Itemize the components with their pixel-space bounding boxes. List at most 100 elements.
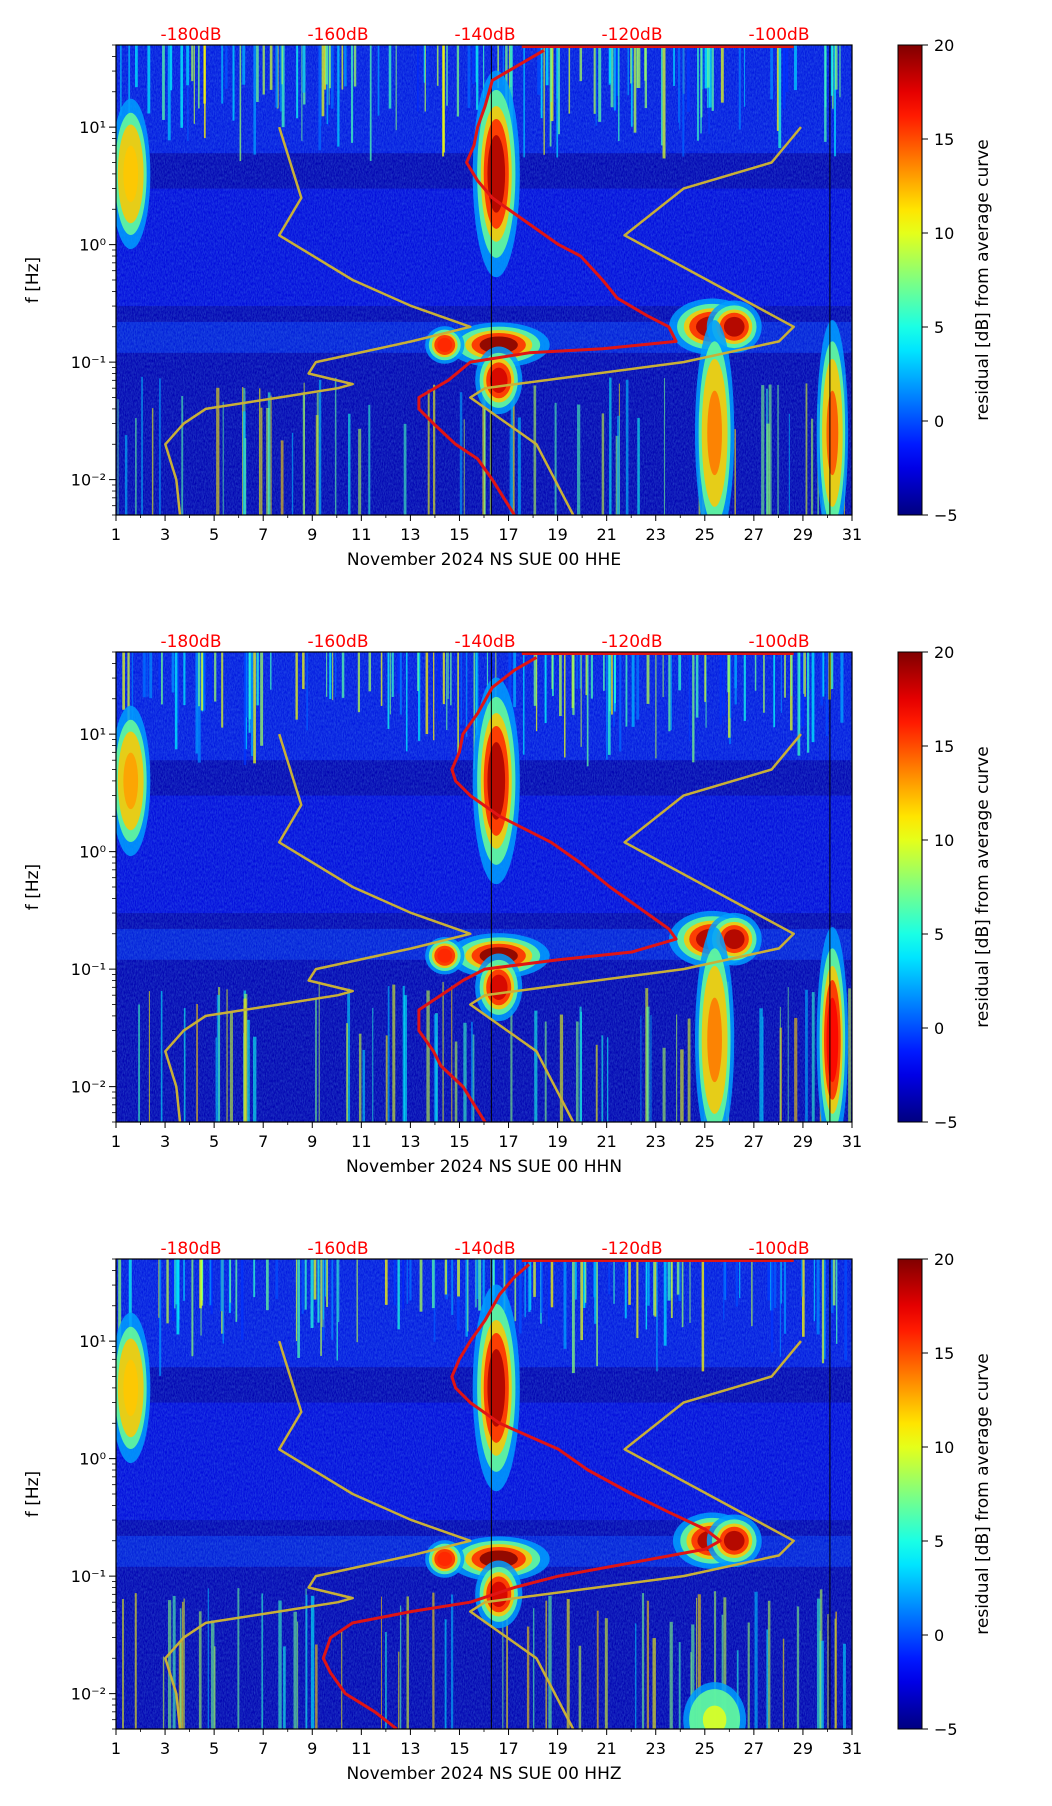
- heatmap-streak: [544, 652, 547, 724]
- heatmap-streak: [275, 1259, 279, 1300]
- heatmap-streak: [773, 652, 776, 728]
- heatmap-streak: [735, 1259, 738, 1307]
- heatmap-streak: [551, 652, 553, 689]
- heatmap-streak: [780, 1259, 782, 1304]
- heatmap-streak: [302, 652, 305, 690]
- heatmap-streak: [216, 995, 221, 1122]
- heatmap-streak: [465, 1259, 468, 1337]
- heatmap-streak: [281, 45, 285, 128]
- heatmap-streak: [567, 45, 570, 95]
- heatmap-streak: [767, 1259, 771, 1301]
- heatmap-streak: [617, 415, 620, 515]
- heatmap-hotspot: [826, 997, 839, 1083]
- heatmap-streak: [681, 1259, 684, 1328]
- x-tick-label: 13: [400, 1739, 420, 1758]
- x-tick-label: 1: [111, 1132, 121, 1151]
- heatmap-streak: [820, 1640, 824, 1729]
- heatmap-streak: [585, 652, 588, 696]
- colorbar-label: residual [dB] from average curve: [973, 746, 993, 1027]
- heatmap-streak: [697, 45, 699, 141]
- heatmap-streak: [456, 45, 460, 117]
- heatmap-streak: [296, 45, 299, 119]
- heatmap-streak: [183, 1259, 185, 1301]
- heatmap-streak: [702, 45, 704, 90]
- heatmap-streak: [356, 1259, 358, 1343]
- heatmap-streak: [766, 423, 770, 515]
- colorbar-tick-label: 5: [934, 318, 944, 337]
- heatmap-streak: [811, 652, 815, 743]
- colorbar: 20 15 10 5 0 −5 residual [dB] from average cur…: [897, 36, 993, 525]
- y-axis-label: f [Hz]: [23, 257, 43, 303]
- heatmap-streak: [513, 652, 517, 708]
- heatmap-streak: [602, 652, 605, 691]
- heatmap-streak: [204, 652, 206, 695]
- heatmap-streak: [392, 984, 396, 1122]
- heatmap-streak: [678, 45, 680, 123]
- heatmap-streak: [613, 1259, 615, 1304]
- colorbar-tick-label: 0: [934, 412, 944, 431]
- heatmap-streak: [842, 1643, 846, 1729]
- heatmap-streak: [417, 45, 419, 112]
- y-tick-label: 10⁻¹: [71, 960, 106, 979]
- heatmap-streak: [577, 404, 581, 515]
- heatmap-streak: [369, 45, 372, 161]
- heatmap-streak: [476, 45, 479, 110]
- heatmap-streak: [269, 45, 273, 90]
- heatmap-streak: [128, 45, 131, 126]
- heatmap-streak: [388, 45, 392, 109]
- heatmap-streak: [704, 1259, 707, 1298]
- heatmap-streak: [606, 1037, 609, 1122]
- heatmap-streak: [505, 45, 508, 107]
- heatmap-streak: [304, 1259, 307, 1310]
- heatmap-streak: [707, 45, 710, 88]
- heatmap-streak: [446, 45, 448, 106]
- heatmap-streak: [763, 652, 765, 713]
- heatmap-streak: [830, 45, 834, 96]
- heatmap-streak: [576, 652, 578, 689]
- heatmap-streak: [128, 1259, 132, 1321]
- heatmap-streak: [595, 45, 597, 126]
- heatmap-streak: [630, 45, 632, 84]
- heatmap-streak: [180, 45, 183, 128]
- x-tick-label: 19: [547, 525, 567, 544]
- heatmap-streak: [221, 652, 224, 728]
- heatmap-streak: [821, 1259, 825, 1364]
- heatmap-streak: [794, 1017, 798, 1122]
- db-scale-label: -120dB: [601, 632, 662, 652]
- heatmap-streak: [310, 1595, 315, 1729]
- heatmap-streak: [596, 1610, 599, 1729]
- heatmap-streak: [235, 1259, 238, 1322]
- heatmap-streak: [358, 428, 362, 515]
- heatmap-streak: [652, 1638, 656, 1729]
- heatmap-streak: [148, 991, 150, 1122]
- heatmap-streak: [804, 652, 806, 697]
- x-tick-label: 29: [793, 525, 813, 544]
- heatmap-hotspot: [826, 390, 839, 476]
- heatmap-streak: [655, 652, 657, 759]
- heatmap-streak: [723, 1259, 725, 1320]
- heatmap-streak: [834, 1618, 836, 1729]
- heatmap-streak: [687, 1018, 691, 1122]
- heatmap-streak: [451, 985, 453, 1122]
- heatmap-streak: [149, 652, 153, 699]
- heatmap-streak: [580, 652, 582, 747]
- heatmap-streak: [357, 652, 361, 713]
- heatmap-streak: [213, 1646, 216, 1729]
- psd-top-band: [521, 45, 794, 48]
- heatmap-streak: [594, 1259, 597, 1324]
- db-scale-label: -100dB: [748, 1239, 809, 1259]
- heatmap-streak: [545, 1600, 548, 1729]
- heatmap-hotspot: [123, 752, 139, 810]
- heatmap-streak: [471, 1021, 473, 1122]
- heatmap-streak: [242, 45, 246, 85]
- heatmap-streak: [482, 1259, 485, 1313]
- heatmap-streak: [704, 45, 708, 89]
- heatmap-streak: [625, 652, 628, 727]
- heatmap-streak: [191, 1259, 194, 1357]
- heatmap-streak: [258, 388, 261, 515]
- heatmap-streak: [601, 1035, 604, 1122]
- colorbar-label: residual [dB] from average curve: [973, 1353, 993, 1634]
- heatmap-streak: [199, 1259, 202, 1309]
- heatmap-streak: [358, 1033, 362, 1122]
- heatmap-streak: [482, 373, 486, 515]
